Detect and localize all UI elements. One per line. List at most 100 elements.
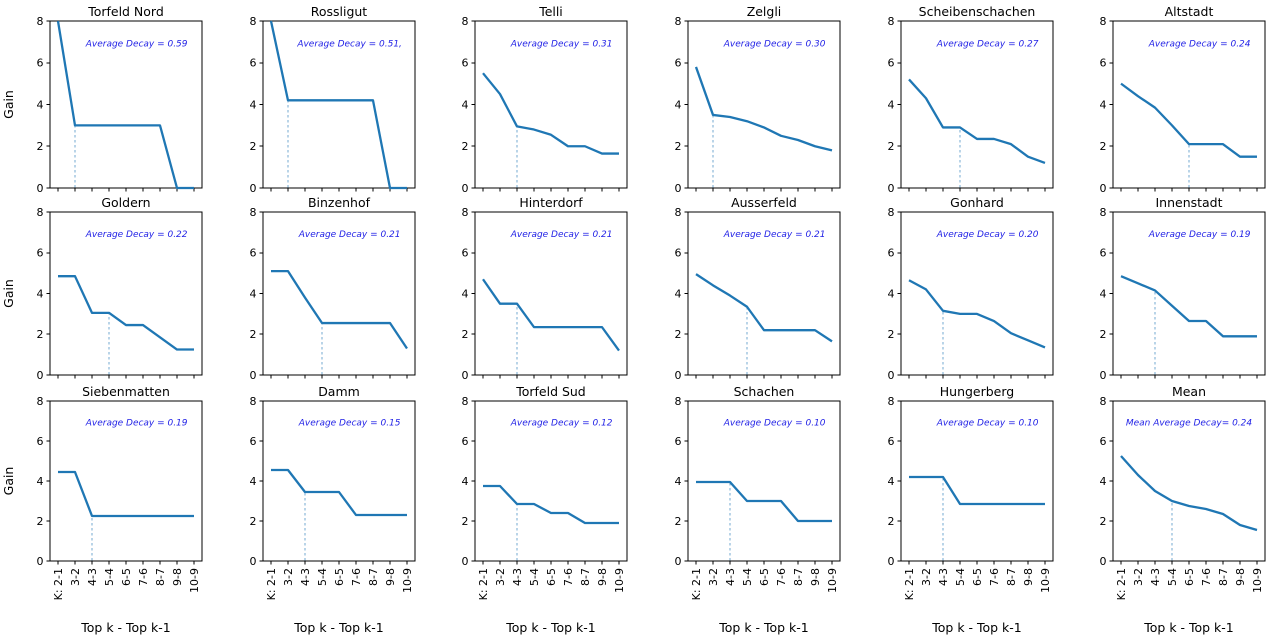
subplot-title: Siebenmatten [82, 385, 170, 399]
x-tick-label: 3-2 [281, 568, 294, 586]
subplot-hungerberg: 0 2 4 6 8 K: 2-1 3-2 4-3 5-4 6-5 7-6 8-7 9-8 10-9 Hung… [887, 385, 1054, 635]
y-tick-label: 8 [249, 395, 256, 408]
x-tick-label: 8-7 [366, 568, 379, 586]
subplot-title: Hinterdorf [520, 196, 584, 210]
decay-annotation: Average Decay = 0.10 [723, 419, 826, 429]
x-tick-label: 10-9 [400, 568, 413, 593]
y-tick-label: 4 [36, 287, 43, 300]
y-tick-label: 2 [887, 140, 894, 153]
y-tick-label: 4 [674, 287, 681, 300]
y-tick-label: 0 [462, 369, 469, 382]
x-tick-label: 6-5 [758, 568, 771, 586]
gain-line [270, 468, 407, 517]
x-tick-label: 6-5 [970, 568, 983, 586]
x-tick-label: 8-7 [1217, 568, 1230, 586]
gain-line [908, 475, 1045, 506]
y-tick-label: 0 [249, 555, 256, 568]
subplot-title: Altstadt [1165, 4, 1214, 19]
y-tick-label: 2 [462, 515, 469, 528]
y-tick-label: 6 [887, 57, 894, 70]
y-tick-label: 0 [249, 369, 256, 382]
y-tick-label: 6 [887, 435, 894, 448]
y-tick-label: 4 [462, 98, 469, 111]
x-tick-label: 4-3 [936, 568, 949, 586]
y-tick-label: 2 [674, 328, 681, 341]
decay-annotation: Average Decay = 0.24 [1148, 40, 1251, 50]
y-tick-label: 8 [674, 395, 681, 408]
y-tick-label: 8 [1100, 15, 1107, 28]
y-tick-label: 8 [674, 15, 681, 28]
y-tick-label: 8 [36, 395, 43, 408]
x-tick-label: 4-3 [511, 568, 524, 586]
gain-line [483, 484, 620, 525]
decay-annotation: Average Decay = 0.12 [510, 419, 613, 429]
decay-annotation: Average Decay = 0.51, [296, 40, 402, 50]
y-tick-label: 4 [887, 475, 894, 488]
gain-line [482, 278, 621, 352]
subplot-title: Telli [539, 4, 564, 19]
y-tick-label: 8 [887, 15, 894, 28]
y-axis-label: Gain [1, 90, 16, 119]
x-tick-label: 9-8 [1021, 568, 1034, 586]
decay-annotation: Average Decay = 0.21 [723, 230, 826, 240]
y-tick-label: 4 [887, 287, 894, 300]
subplot-innenstadt: 0 2 4 6 8 Innenstadt Average Decay = 0.19 [1100, 196, 1266, 382]
x-tick-label: 7-6 [562, 568, 575, 586]
y-tick-label: 6 [674, 247, 681, 260]
gain-line [57, 470, 194, 518]
x-tick-label: 5-4 [953, 568, 966, 586]
gain-line [270, 269, 408, 350]
y-tick-label: 4 [249, 475, 256, 488]
subplot-title: Torfeld Sud [516, 385, 586, 399]
x-tick-label: 10-9 [1251, 568, 1264, 593]
x-tick-label: 6-5 [332, 568, 345, 586]
subplot-title: Schachen [734, 385, 795, 399]
subplot-title: Goldern [101, 196, 150, 210]
y-tick-label: 6 [36, 57, 43, 70]
y-tick-label: 4 [36, 475, 43, 488]
y-tick-label: 8 [887, 206, 894, 219]
x-tick-label: 7-6 [1200, 568, 1213, 586]
y-tick-label: 2 [462, 140, 469, 153]
subplot-torfeld-sud: 0 2 4 6 8 K: 2-1 3-2 4-3 5-4 6-5 7-6 8-7 9-8 10-9 Torf… [462, 385, 628, 635]
y-tick-label: 0 [674, 182, 681, 195]
plot-border [262, 211, 416, 376]
subplot-mean: 0 2 4 6 8 K: 2-1 3-2 4-3 5-4 6-5 7-6 8-7 9-8 10-9 Mean… [1100, 385, 1266, 635]
x-tick-label: 5-4 [741, 568, 754, 586]
subplot-hinterdorf: 0 2 4 6 8 Hinterdorf Average Decay = 0.21 [462, 196, 628, 382]
y-tick-label: 4 [1100, 98, 1107, 111]
x-tick-label: K: 2-1 [1115, 568, 1128, 600]
y-tick-label: 6 [1100, 57, 1107, 70]
x-tick-label: 7-6 [775, 568, 788, 586]
y-tick-label: 6 [249, 247, 256, 260]
y-tick-label: 8 [462, 15, 469, 28]
plot-border [900, 211, 1054, 376]
subplot-schachen: 0 2 4 6 8 K: 2-1 3-2 4-3 5-4 6-5 7-6 8-7 9-8 10-9 Scha… [674, 385, 841, 635]
y-tick-label: 4 [249, 98, 256, 111]
x-tick-label: 7-6 [987, 568, 1000, 586]
x-tick-label: 5-4 [103, 568, 116, 586]
x-tick-label: 4-3 [1149, 568, 1162, 586]
gain-line [1120, 275, 1258, 338]
decay-annotation: Average Decay = 0.27 [935, 40, 1038, 50]
y-tick-label: 4 [1100, 475, 1107, 488]
y-tick-label: 8 [462, 206, 469, 219]
x-tick-label: 5-4 [1166, 568, 1179, 586]
decay-annotation: Average Decay = 0.22 [85, 230, 188, 240]
decay-annotation: Average Decay = 0.10 [935, 419, 1038, 429]
subplot-torfeld-nord: 0 2 4 6 8 Torfeld Nord Average Decay = 0.59 Gai… [1, 4, 203, 195]
y-tick-label: 6 [887, 247, 894, 260]
y-tick-label: 2 [36, 140, 43, 153]
gain-line [56, 20, 194, 190]
y-tick-label: 6 [462, 57, 469, 70]
subplot-title: Scheibenschachen [918, 4, 1035, 19]
x-tick-label: 10-9 [188, 568, 201, 593]
gain-line [695, 273, 833, 343]
y-tick-label: 2 [1100, 515, 1107, 528]
y-tick-label: 0 [887, 182, 894, 195]
y-tick-label: 6 [674, 435, 681, 448]
gain-line [695, 480, 832, 523]
subplot-rossligut: 0 2 4 6 8 Rossligut Average Decay = 0.51, [249, 4, 416, 195]
gain-line [482, 72, 620, 155]
